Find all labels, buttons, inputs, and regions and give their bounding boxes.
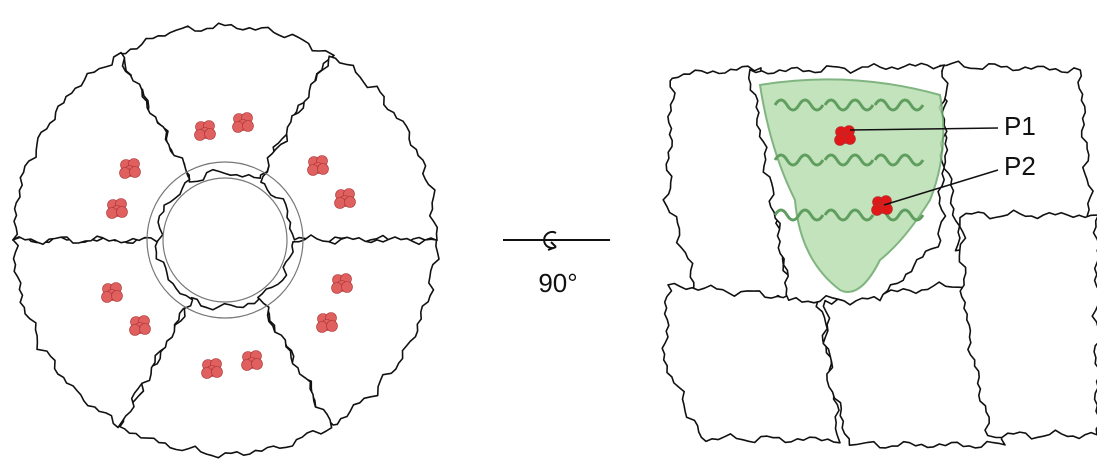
subunit-outline (12, 51, 191, 245)
atom-sphere (344, 196, 356, 208)
annotations: P1 P2 (849, 111, 1036, 206)
atom-sphere (129, 324, 141, 336)
helix (873, 98, 925, 112)
annotation-label: P1 (1004, 111, 1036, 141)
helix (823, 208, 875, 222)
atom-sphere (316, 321, 328, 333)
helix (823, 153, 875, 167)
leader-line (849, 127, 999, 131)
top-view (12, 22, 440, 459)
atom-sphere (834, 134, 846, 146)
atom-sphere (251, 358, 263, 370)
atom-sphere (129, 166, 141, 178)
atom-sphere (341, 281, 353, 293)
annotation-label: P2 (1004, 151, 1036, 181)
atom-sphere (871, 204, 883, 216)
atom-sphere (331, 282, 343, 294)
atom-sphere (242, 120, 254, 132)
atom-sphere (334, 197, 346, 209)
subunit-outline (661, 282, 841, 444)
atom-sphere (194, 129, 206, 141)
atom-sphere (204, 128, 216, 140)
rotation-arrow (543, 231, 557, 251)
protein-ribbon (758, 78, 945, 293)
pore-ring (146, 161, 304, 319)
side-view (661, 60, 1097, 449)
pore-ring (162, 177, 288, 303)
helix (773, 208, 825, 222)
atom-sphere (106, 207, 118, 219)
atom-sphere (201, 367, 213, 379)
atom-sphere (116, 206, 128, 218)
atom-sphere (241, 359, 253, 371)
atom-sphere (111, 290, 123, 302)
leader-line (883, 169, 999, 206)
rotation-label: 90° (538, 268, 577, 298)
helix (773, 153, 825, 167)
subunit-outline (119, 296, 333, 459)
atom-sphere (211, 366, 223, 378)
subunit-outline (12, 234, 194, 429)
subunit-outline (958, 209, 1097, 440)
atom-sphere (844, 133, 856, 145)
helix (873, 153, 925, 167)
atom-sphere (232, 121, 244, 133)
atom-sphere (326, 320, 338, 332)
atom-sphere (317, 163, 329, 175)
rotation-indicator: 90° (503, 231, 610, 298)
atom-sphere (139, 323, 151, 335)
helix (823, 98, 875, 112)
atom-sphere (307, 164, 319, 176)
atom-sphere (881, 203, 893, 215)
atom-sphere (119, 167, 131, 179)
helix (773, 98, 825, 112)
atom-sphere (101, 291, 113, 303)
